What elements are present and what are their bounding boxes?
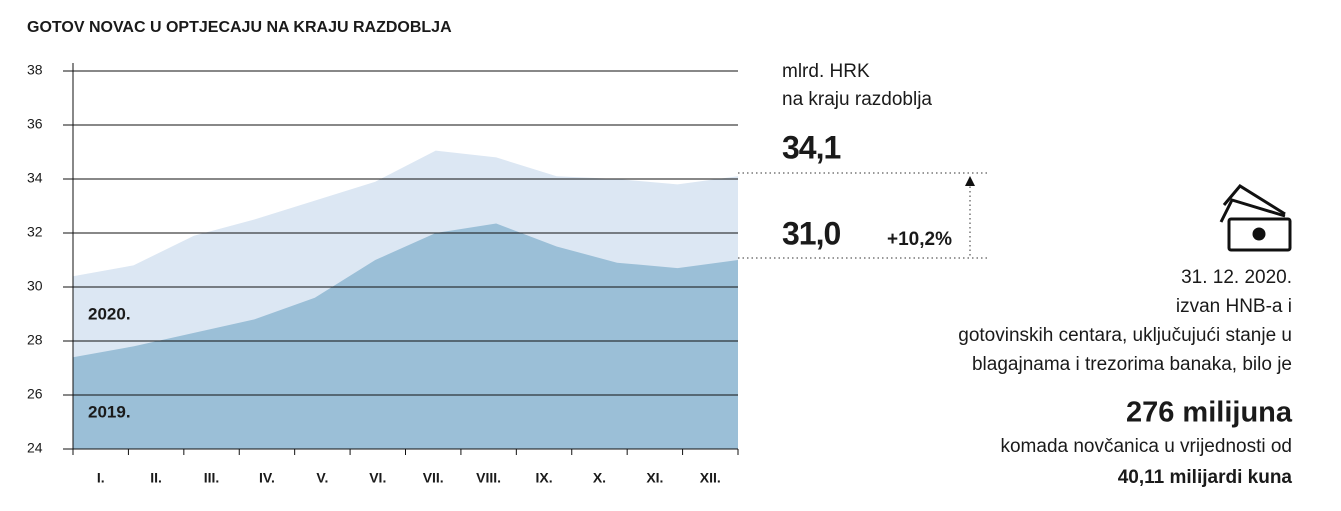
y-tick-label: 38 [27, 62, 43, 78]
x-tick-label: X. [593, 470, 606, 486]
chart-title: GOTOV NOVAC U OPTJECAJU NA KRAJU RAZDOBL… [27, 19, 452, 36]
note-line: izvan HNB-a i [1176, 296, 1292, 317]
x-tick-label: VIII. [476, 470, 501, 486]
value-label: 34,1 [782, 129, 840, 165]
note-line: 31. 12. 2020. [1181, 267, 1292, 288]
note-line: blagajnama i trezorima banaka, bilo je [972, 354, 1292, 375]
x-tick-label: II. [150, 470, 162, 486]
y-tick-label: 28 [27, 332, 43, 348]
unit-label: mlrd. HRK [782, 61, 870, 82]
area [73, 223, 738, 449]
unit-label: na kraju razdoblja [782, 89, 932, 110]
x-tick-label: XI. [646, 470, 663, 486]
x-tick-label: IV. [259, 470, 275, 486]
arrow-head [965, 176, 975, 186]
money-icon [1219, 184, 1292, 252]
y-tick-label: 34 [27, 170, 43, 186]
note-amount: 40,11 milijardi kuna [1118, 467, 1293, 488]
y-tick-label: 32 [27, 224, 43, 240]
x-tick-label: XII. [700, 470, 721, 486]
x-tick-label: IX. [535, 470, 552, 486]
change-label: +10,2% [887, 229, 952, 250]
y-tick-label: 30 [27, 278, 43, 294]
x-tick-label: VII. [423, 470, 444, 486]
x-tick-label: III. [204, 470, 220, 486]
value-label: 31,0 [782, 215, 840, 251]
series-label: 2020. [88, 304, 131, 323]
y-tick-label: 26 [27, 386, 43, 402]
y-tick-label: 36 [27, 116, 43, 132]
x-tick-label: VI. [369, 470, 386, 486]
note: 31. 12. 2020. izvan HNB-a i gotovinskih ce… [958, 267, 1293, 488]
series-label: 2019. [88, 402, 131, 421]
x-tick-label: V. [316, 470, 328, 486]
note-line: gotovinskih centara, uključujući stanje … [958, 325, 1292, 346]
note-highlight: 276 milijuna [1126, 397, 1293, 429]
note-line: komada novčanica u vrijednosti od [1000, 436, 1292, 457]
plot: 24 26 28 30 32 34 36 38 I. II. III. IV. V. VI. VII. VII… [27, 62, 739, 486]
y-tick-label: 24 [27, 440, 43, 456]
x-tick-label: I. [97, 470, 105, 486]
